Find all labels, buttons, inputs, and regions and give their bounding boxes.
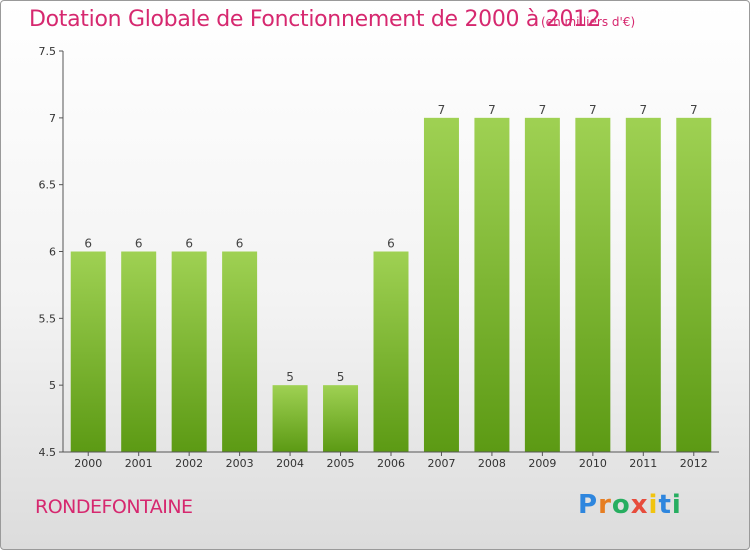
y-tick-label: 7.5 <box>39 45 57 58</box>
x-tick-label: 2007 <box>427 457 455 470</box>
x-tick-label: 2004 <box>276 457 304 470</box>
y-tick-label: 6 <box>49 246 56 259</box>
axes-group: 2000 2001 2002 2003 2004 2005 2006 2007 2008 2009… <box>39 45 719 470</box>
data-label: 5 <box>286 370 294 384</box>
bar <box>676 117 712 452</box>
data-label: 6 <box>135 237 143 251</box>
data-label: 7 <box>589 103 597 117</box>
bar <box>575 117 611 452</box>
data-label: 7 <box>438 103 446 117</box>
data-label: 5 <box>337 370 345 384</box>
commune-name: RONDEFONTAINE <box>35 496 193 518</box>
x-tick-label: 2005 <box>327 457 355 470</box>
chart-title: Dotation Globale de Fonctionnement de 20… <box>29 7 601 32</box>
y-tick-label: 7 <box>49 112 56 125</box>
bar <box>121 251 157 452</box>
x-tick-label: 2000 <box>74 457 102 470</box>
bar <box>222 251 258 452</box>
data-label: 7 <box>690 103 698 117</box>
data-label: 7 <box>539 103 547 117</box>
data-label: 6 <box>236 237 244 251</box>
x-tick-label: 2003 <box>226 457 254 470</box>
bar <box>423 117 459 452</box>
data-label: 7 <box>639 103 647 117</box>
bar <box>625 117 661 452</box>
y-tick-label: 4.5 <box>39 446 57 459</box>
x-tick-label: 2012 <box>680 457 708 470</box>
y-tick-label: 6.5 <box>39 179 57 192</box>
x-tick-label: 2006 <box>377 457 405 470</box>
bar <box>323 385 359 452</box>
proxiti-logo: Proxiti <box>578 490 682 520</box>
y-tick-label: 5.5 <box>39 312 57 325</box>
data-label: 6 <box>84 237 92 251</box>
data-label: 6 <box>185 237 193 251</box>
unit-label: (en milliers d'€) <box>541 15 636 29</box>
x-tick-label: 2002 <box>175 457 203 470</box>
bar <box>272 385 308 452</box>
bar <box>171 251 207 452</box>
y-tick-label: 5 <box>49 379 56 392</box>
bar <box>524 117 560 452</box>
bars-group: 6 6 6 6 5 5 6 7 7 7 7 7 7 <box>70 103 712 452</box>
x-tick-label: 2001 <box>125 457 153 470</box>
bar <box>70 251 106 452</box>
data-label: 7 <box>488 103 496 117</box>
bar <box>474 117 510 452</box>
x-tick-label: 2008 <box>478 457 506 470</box>
x-tick-label: 2011 <box>629 457 657 470</box>
x-tick-label: 2009 <box>528 457 556 470</box>
x-tick-label: 2010 <box>579 457 607 470</box>
data-label: 6 <box>387 237 395 251</box>
bar <box>373 251 409 452</box>
